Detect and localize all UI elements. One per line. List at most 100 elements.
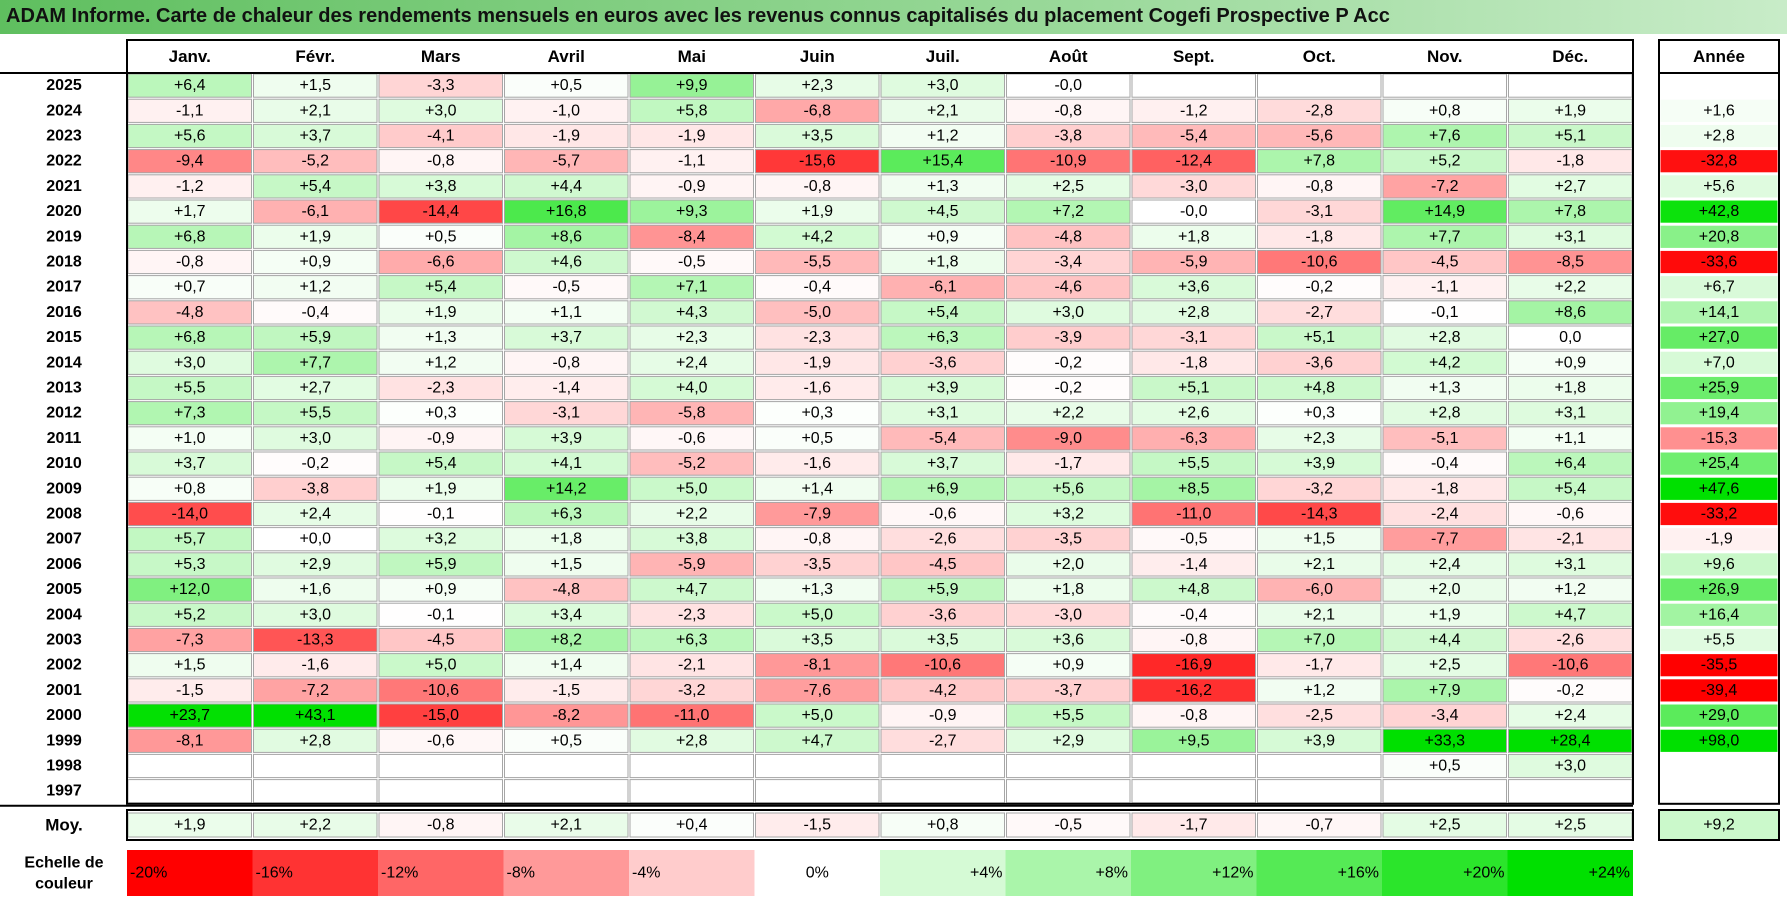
heatmap-cell [1257,375,1382,401]
heatmap-cell [1257,527,1382,552]
heatmap-cell [1382,627,1507,653]
cell-value: -11,0 [1176,506,1211,523]
year-label: 2017 [46,279,82,296]
monthly-grid-frame [126,72,1634,805]
heatmap-cell [629,577,754,602]
heatmap-cell [1257,73,1382,98]
heatmap-cell [1131,350,1256,375]
heatmap-cell [1382,174,1507,199]
annual-value: +9,6 [1703,556,1735,573]
cell-value: -2,3 [803,329,831,346]
heatmap-cell [755,678,880,703]
cell-value: +1,9 [425,480,457,497]
cell-value: +1,9 [1554,102,1586,119]
heatmap-cell [1006,300,1131,325]
cell-value: -3,8 [301,480,329,497]
scale-swatch [503,850,629,896]
heatmap-cell [504,149,629,174]
heatmap-cell [504,426,629,451]
cell-value: -0,8 [176,254,204,271]
heatmap-cell [504,325,629,350]
cell-value: +1,6 [299,581,331,598]
cell-value: -2,3 [427,380,455,397]
cell-value: +4,2 [1429,354,1461,371]
cell-value: +16,8 [546,203,587,220]
cell-value: -3,6 [1305,354,1333,371]
annual-grid-frame [1658,72,1780,805]
heatmap-cell [378,149,503,174]
cell-value: +3,0 [299,430,331,447]
heatmap-cell [1257,401,1382,426]
cell-value: -0,2 [1556,682,1584,699]
heatmap-cell [629,678,754,703]
heatmap-cell [1257,653,1382,678]
cell-value: -3,6 [929,606,957,623]
heatmap-cell [880,98,1005,123]
heatmap-cell [1257,325,1382,350]
heatmap-cell [880,174,1005,199]
cell-value: +8,5 [1178,480,1210,497]
cell-value: -0,9 [678,178,706,195]
cell-value: +8,2 [550,632,582,649]
average-annual-cell [1658,809,1780,841]
heatmap-cell [1131,401,1256,426]
cell-value: +1,5 [1303,531,1335,548]
cell-value: -1,1 [678,153,706,170]
heatmap-cell [378,552,503,577]
scale-swatch [880,850,1006,896]
cell-value: +4,7 [676,581,708,598]
cell-value: +4,5 [927,203,959,220]
scale-label-line1: Echelle de [24,855,103,872]
cell-value: +5,5 [174,380,206,397]
cell-value: +7,0 [1303,632,1335,649]
annual-value: -32,8 [1701,153,1738,170]
cell-value: +3,9 [1303,455,1335,472]
heatmap-cell [1257,224,1382,249]
cell-value: +0,5 [425,228,457,245]
cell-value: -5,5 [803,254,831,271]
cell-value: +1,1 [1554,430,1586,447]
scale-step-label: -4% [632,865,660,882]
cell-value: +0,7 [174,279,206,296]
heatmap-cell [880,703,1005,728]
cell-value: +1,5 [550,556,582,573]
heatmap-cell [1006,753,1131,779]
heatmap-cell [629,350,754,375]
cell-value: -13,3 [297,632,334,649]
heatmap-cell [755,703,880,728]
heatmap-cell [1257,249,1382,275]
heatmap-cell [253,451,378,476]
cell-value: -0,4 [1431,455,1459,472]
cell-value: -3,1 [1180,329,1208,346]
cell-value: +2,5 [1052,178,1084,195]
cell-value: +3,9 [550,430,582,447]
heatmap-cell [629,325,754,350]
cell-value: +7,6 [1429,128,1461,145]
heatmap-cell [880,401,1005,426]
cell-value: -2,7 [929,732,957,749]
heatmap-cell [253,149,378,174]
cell-value: +2,9 [1052,732,1084,749]
scale-step-label: 0% [806,865,829,882]
heatmap-cell [629,779,754,804]
cell-value: -1,8 [1556,153,1584,170]
heatmap-cell [1257,451,1382,476]
heatmap-cell [1131,149,1256,174]
scale-step-label: +8% [1096,865,1128,882]
scale-step-label: +16% [1338,865,1379,882]
heatmap-cell [378,300,503,325]
annual-cell [1660,779,1778,803]
scale-swatch [629,850,755,896]
heatmap-cell [1382,501,1507,527]
heatmap-cell [1382,703,1507,728]
cell-value: +3,8 [425,178,457,195]
heatmap-cell [1382,275,1507,300]
heatmap-cell [378,123,503,149]
average-value: +0,4 [676,817,708,834]
annual-value: +7,0 [1703,354,1735,371]
heatmap-cell [629,249,754,275]
heatmap-cell [253,98,378,123]
cell-value: +1,2 [1303,682,1335,699]
annual-header: Année [1693,47,1745,66]
heatmap-cell [1257,577,1382,602]
